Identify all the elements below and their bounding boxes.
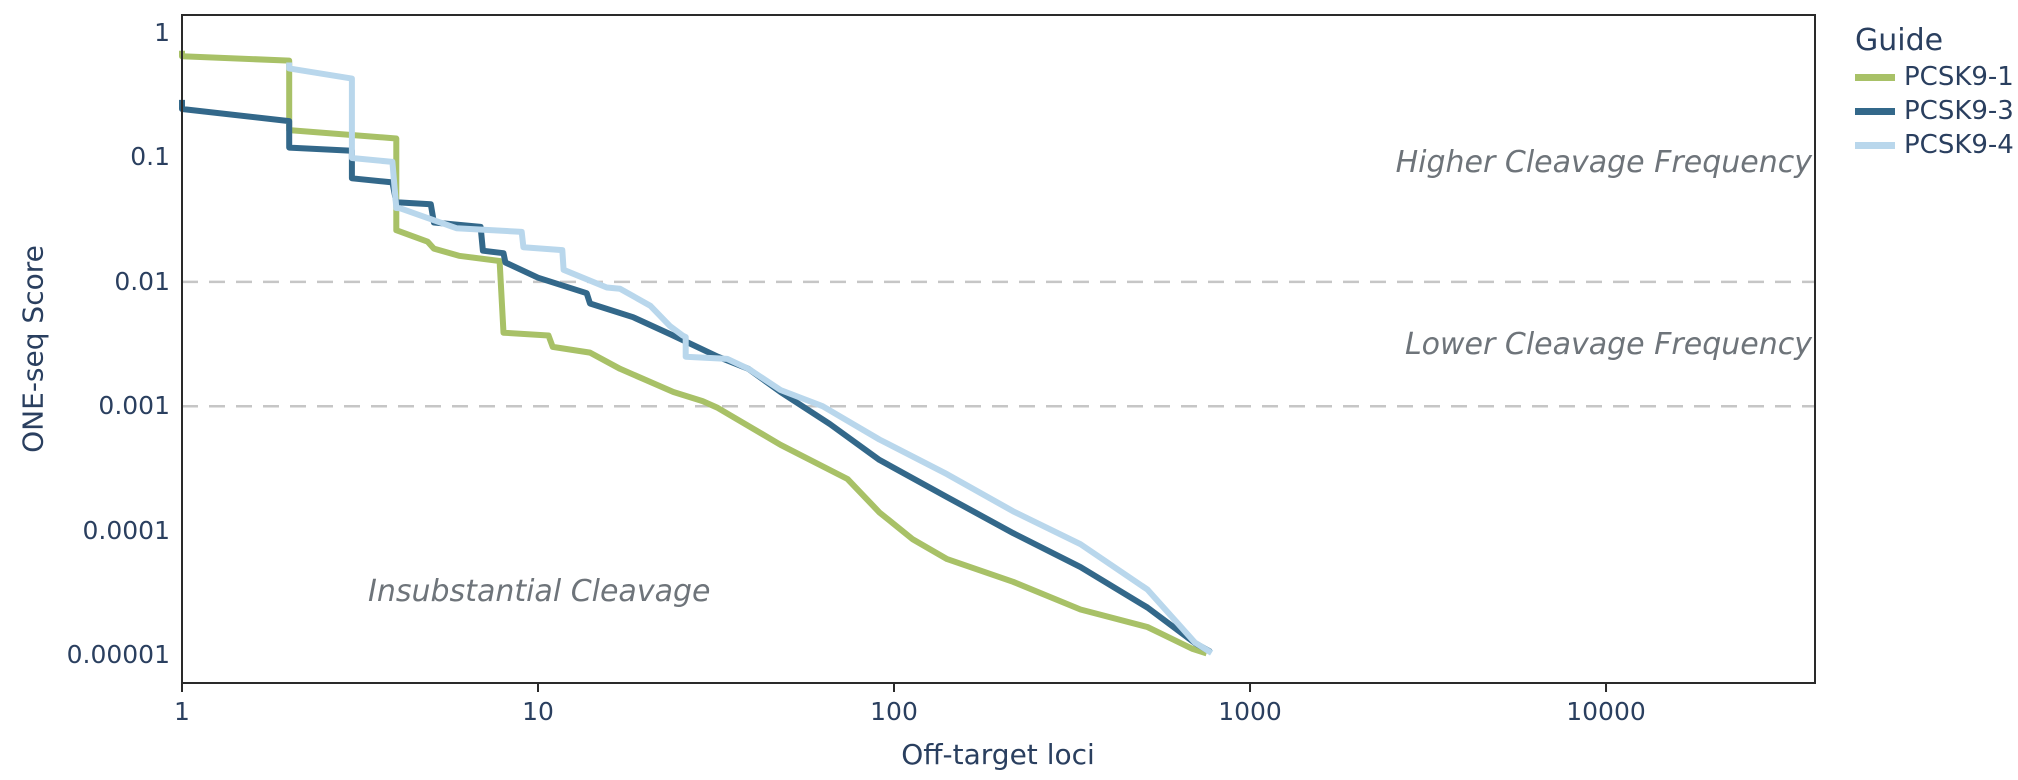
legend-item-PCSK9-1[interactable]: PCSK9-1 [1855, 60, 2014, 94]
x-axis-title: Off-target loci [901, 738, 1095, 771]
legend-item-PCSK9-3[interactable]: PCSK9-3 [1855, 94, 2014, 128]
legend-items: PCSK9-1 PCSK9-3 PCSK9-4 [1855, 60, 2014, 162]
x-tick-label-1000: 1000 [1218, 697, 1282, 726]
y-tick-label-0.00001: 0.00001 [66, 640, 170, 669]
x-tick-label-10: 10 [522, 697, 554, 726]
legend-swatch-PCSK9-3 [1855, 107, 1895, 115]
y-tick-label-0.1: 0.1 [130, 142, 170, 172]
legend: Guide PCSK9-1 PCSK9-3 PCSK9-4 [1855, 22, 2014, 162]
series-line-PCSK9-1 [179, 50, 1208, 657]
annotation-higher-cleavage-frequency: Higher Cleavage Frequency [1395, 145, 1812, 180]
y-tick-label-1: 1 [154, 18, 170, 48]
annotation-lower-cleavage-frequency: Lower Cleavage Frequency [1404, 327, 1812, 362]
y-tick-label-0.0001: 0.0001 [82, 515, 170, 545]
legend-swatch-PCSK9-1 [1855, 73, 1895, 81]
y-tick-label-0.01: 0.01 [114, 266, 170, 296]
legend-item-label: PCSK9-1 [1904, 62, 2014, 92]
x-tick-label-1: 1 [174, 697, 190, 726]
series-line-PCSK9-4 [286, 62, 1214, 656]
y-tick-label-0.001: 0.001 [98, 391, 170, 421]
series-line-PCSK9-3 [179, 99, 1213, 655]
x-tick-label-10000: 10000 [1566, 697, 1646, 726]
legend-title: Guide [1855, 23, 1944, 58]
legend-swatch-PCSK9-4 [1855, 141, 1895, 149]
annotation-insubstantial-cleavage: Insubstantial Cleavage [368, 574, 711, 609]
plot-border [181, 14, 1816, 684]
legend-item-PCSK9-4[interactable]: PCSK9-4 [1855, 128, 2014, 162]
x-tick-label-100: 100 [870, 697, 918, 726]
legend-item-label: PCSK9-4 [1904, 130, 2014, 160]
legend-item-label: PCSK9-3 [1904, 96, 2014, 126]
